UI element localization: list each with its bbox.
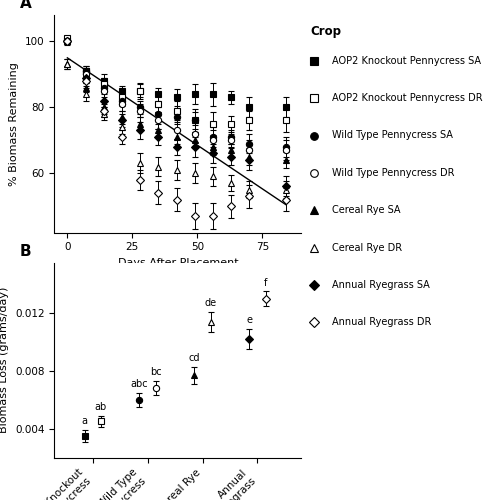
Text: Wild Type Pennycress SA: Wild Type Pennycress SA: [332, 130, 453, 140]
Text: Wild Type Pennycress DR: Wild Type Pennycress DR: [332, 168, 454, 178]
Text: cd: cd: [189, 353, 200, 363]
Text: e: e: [246, 316, 252, 326]
Text: a: a: [82, 416, 87, 426]
Text: Cereal Rye SA: Cereal Rye SA: [332, 205, 400, 215]
X-axis label: Days After Placement: Days After Placement: [118, 258, 238, 268]
Text: AOP2 Knockout Pennycress SA: AOP2 Knockout Pennycress SA: [332, 56, 481, 66]
Text: Annual Ryegrass DR: Annual Ryegrass DR: [332, 318, 431, 328]
Text: bc: bc: [150, 368, 162, 378]
Y-axis label: Biomass Loss (grams/day): Biomass Loss (grams/day): [0, 287, 9, 433]
Text: de: de: [205, 298, 217, 308]
Text: f: f: [264, 278, 267, 288]
Text: ab: ab: [95, 402, 107, 412]
Text: Crop: Crop: [310, 25, 341, 38]
Text: B: B: [20, 244, 32, 258]
Text: Annual Ryegrass SA: Annual Ryegrass SA: [332, 280, 430, 290]
Text: Cereal Rye DR: Cereal Rye DR: [332, 242, 402, 252]
Text: AOP2 Knockout Pennycress DR: AOP2 Knockout Pennycress DR: [332, 93, 483, 103]
Text: abc: abc: [130, 379, 148, 389]
Text: A: A: [20, 0, 32, 10]
Y-axis label: % Biomass Remaining: % Biomass Remaining: [9, 62, 19, 186]
